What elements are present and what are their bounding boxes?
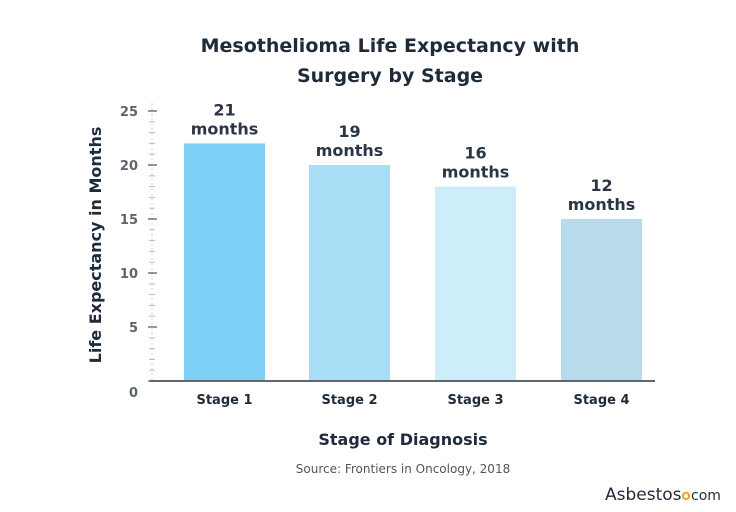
x-tick-label: Stage 4 [573,393,629,408]
x-tick-label: Stage 1 [196,393,252,408]
data-label-unit: months [191,119,259,138]
y-tick-label: 0 [129,386,138,401]
y-tick-label: 20 [120,159,138,174]
logo-dot [681,491,691,501]
x-tick-label: Stage 3 [447,393,503,408]
chart-title-line-1: Mesothelioma Life Expectancy with [201,35,580,57]
y-axis-label: Life Expectancy in Months [86,127,105,364]
x-tick-label: Stage 2 [321,393,377,408]
data-label-value: 21 [213,100,235,119]
y-tick-label: 5 [129,321,138,336]
source-note: Source: Frontiers in Oncology, 2018 [296,462,510,476]
data-label-value: 19 [338,122,360,141]
chart-title-line-2: Surgery by Stage [297,65,483,87]
logo-suffix: com [691,488,721,504]
bar-2 [309,165,390,381]
data-label-unit: months [442,163,510,182]
y-tick-label: 15 [120,213,138,228]
data-label-value: 12 [590,176,612,195]
bar-1 [184,143,265,381]
x-axis-label: Stage of Diagnosis [318,430,487,449]
y-tick-label: 25 [120,105,138,120]
data-label-value: 16 [464,144,486,163]
bar-4 [561,219,642,381]
data-label-unit: months [568,195,636,214]
logo-name: Asbestos [605,485,682,505]
bar-3 [435,186,516,381]
data-label-unit: months [316,141,384,160]
logo: Asbestos com [605,485,721,505]
y-tick-label: 10 [120,267,138,282]
